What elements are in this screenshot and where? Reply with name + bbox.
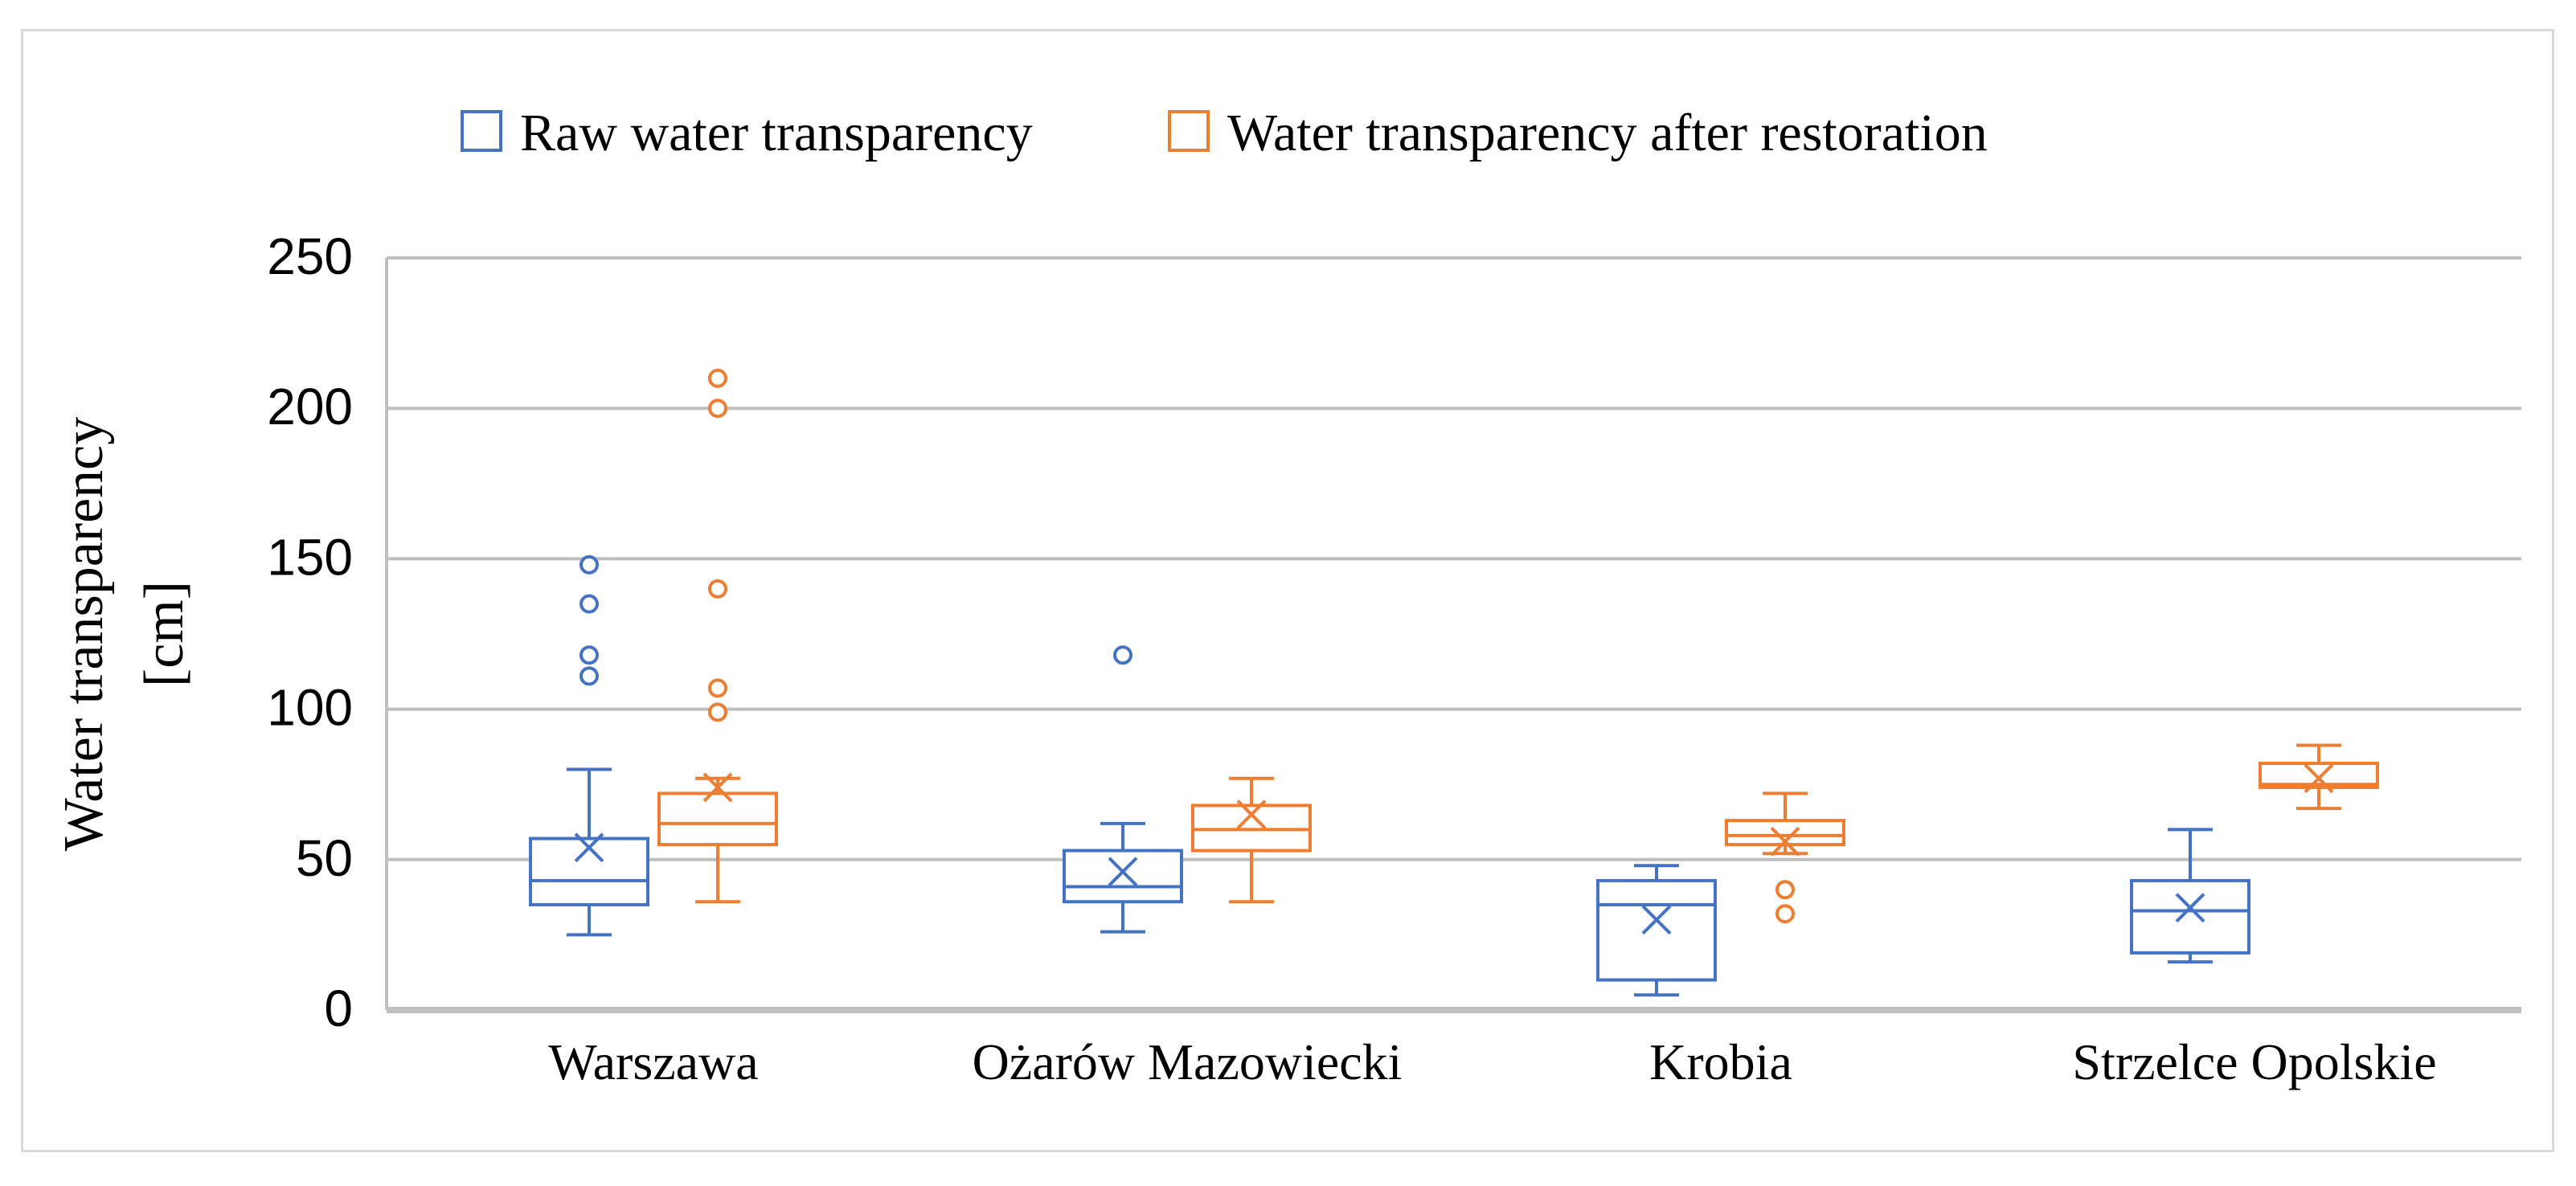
outlier-point [708, 399, 727, 419]
x-tick-label: Ożarów Mazowiecki [973, 1033, 1403, 1090]
outlier-point [579, 645, 599, 665]
mean-marker [574, 832, 604, 863]
y-tick-label: 0 [324, 979, 353, 1037]
mean-marker [2304, 763, 2334, 794]
outlier-point [1775, 880, 1795, 900]
y-tick-label: 200 [267, 378, 353, 436]
y-axis-label: Water transparency [cm] [53, 417, 195, 851]
box-raw-2 [1596, 864, 1717, 997]
outlier-point [708, 368, 727, 388]
mean-marker [702, 772, 733, 803]
outlier-point [708, 579, 727, 599]
mean-marker [1641, 905, 1672, 935]
legend-swatch [461, 110, 502, 152]
legend: Raw water transparency Water transparency… [461, 104, 1988, 162]
mean-marker [1236, 800, 1267, 830]
plot-area [529, 368, 2379, 997]
box-restored-1 [1191, 776, 1312, 904]
x-tick-label: Strzelce Opolskie [2072, 1033, 2436, 1090]
outlier-point [579, 666, 599, 686]
box-restored-2 [1725, 791, 1845, 924]
axes [385, 258, 2521, 1013]
y-tick-labels: 0 50 100 150 200 250 [267, 227, 353, 1037]
mean-marker [2175, 893, 2205, 923]
outlier-point [708, 678, 727, 698]
box-plot-chart: Raw water transparency Water transparency… [53, 104, 2521, 1090]
box-restored-0 [657, 368, 778, 904]
y-axis-label-line: Water transparency [53, 417, 115, 851]
legend-label: Water transparency after restoration [1227, 104, 1988, 162]
iqr-box [1596, 879, 1717, 982]
y-tick-label: 150 [267, 528, 353, 586]
x-tick-label: Warszawa [548, 1033, 758, 1090]
mean-marker [1770, 826, 1800, 857]
y-tick-label: 250 [267, 227, 353, 285]
iqr-box [2130, 879, 2250, 955]
outlier-point [579, 554, 599, 575]
outlier-point [708, 702, 727, 722]
gridlines [387, 256, 2521, 861]
mean-marker [1108, 857, 1138, 887]
x-tick-label: Krobia [1649, 1033, 1792, 1090]
iqr-box [1063, 849, 1183, 904]
y-tick-label: 100 [267, 679, 353, 737]
box-raw-1 [1063, 645, 1183, 934]
box-raw-0 [529, 554, 649, 937]
box-raw-3 [2130, 828, 2250, 964]
y-tick-label: 50 [296, 829, 353, 887]
outlier-point [1775, 904, 1795, 924]
legend-swatch [1168, 110, 1210, 152]
iqr-box [657, 791, 778, 847]
legend-label: Raw water transparency [520, 104, 1033, 162]
y-axis-label-line: [cm] [133, 581, 195, 687]
x-tick-labels: Warszawa Ożarów Mazowiecki Krobia Strzelce … [548, 1033, 2436, 1090]
chart-frame: Raw water transparency Water transparency… [21, 29, 2554, 1152]
box-restored-3 [2259, 743, 2379, 811]
outlier-point [579, 594, 599, 614]
outlier-point [1113, 645, 1132, 665]
